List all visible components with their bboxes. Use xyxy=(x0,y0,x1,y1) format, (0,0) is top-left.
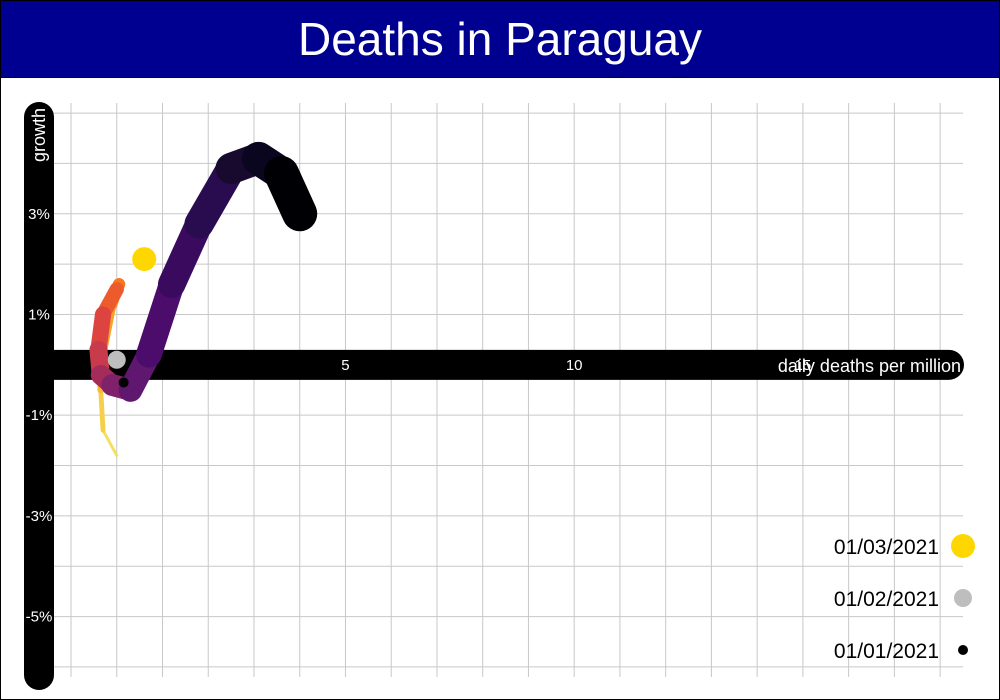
x-axis-label: daily deaths per million xyxy=(778,356,961,376)
trail-segment xyxy=(101,428,119,457)
page-title: Deaths in Paraguay xyxy=(297,13,703,65)
x-tick-label: 5 xyxy=(341,357,349,374)
highlight-point xyxy=(118,377,129,388)
legend: 01/03/2021 01/02/2021 01/01/2021 xyxy=(834,534,975,663)
highlight-points xyxy=(107,247,157,388)
trail-segment xyxy=(263,155,318,232)
grid xyxy=(39,103,963,677)
x-tick-label: 10 xyxy=(566,357,583,374)
highlight-point xyxy=(107,350,126,369)
highlight-point xyxy=(132,247,157,272)
legend-marker xyxy=(954,589,972,607)
legend-label: 01/01/2021 xyxy=(834,640,939,663)
axes: 5 10 15 3% 1% -1% -3% -5% daily deaths per milli… xyxy=(24,102,964,690)
x-tick-label: 15 xyxy=(795,357,812,374)
legend-marker xyxy=(958,645,968,655)
y-tick-label: 1% xyxy=(28,306,50,323)
y-tick-label: -1% xyxy=(26,407,53,424)
y-tick-label: 3% xyxy=(28,206,50,223)
y-tick-label: -3% xyxy=(26,508,53,525)
title-bar: Deaths in Paraguay xyxy=(1,1,999,78)
y-axis-label: growth xyxy=(29,108,49,162)
legend-label: 01/02/2021 xyxy=(834,588,939,611)
legend-marker xyxy=(951,534,975,558)
y-tick-label: -5% xyxy=(26,609,53,626)
trail xyxy=(89,141,318,457)
trail-segment xyxy=(98,387,106,433)
legend-label: 01/03/2021 xyxy=(834,536,939,559)
